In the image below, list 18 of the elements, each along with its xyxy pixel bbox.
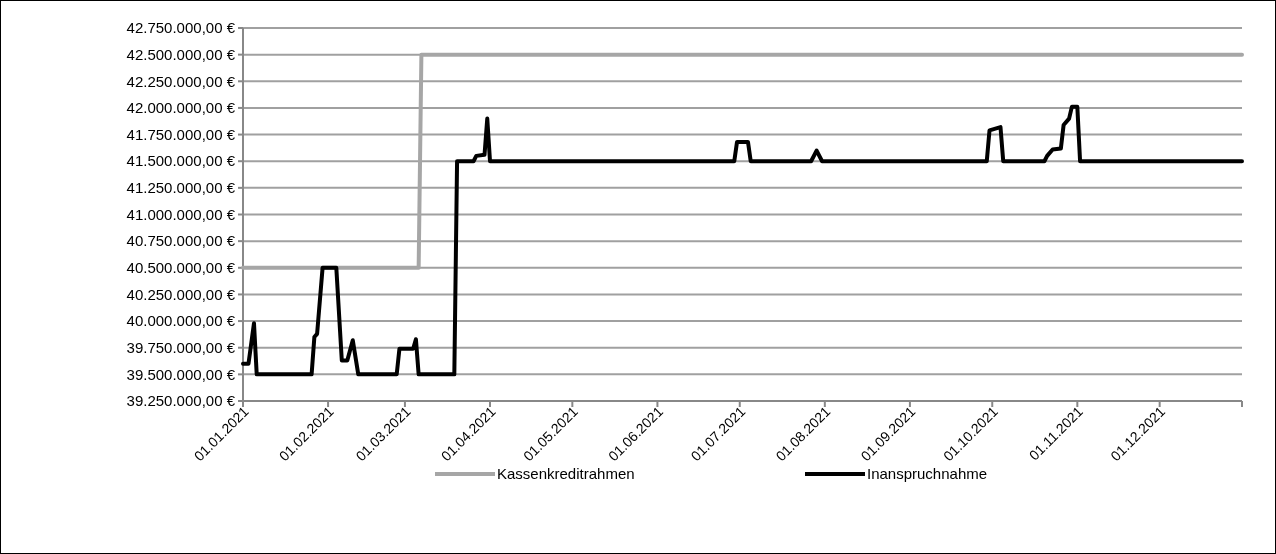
y-tick-label: 41.500.000,00 €: [126, 152, 236, 170]
y-tick-label: 40.500.000,00 €: [126, 259, 236, 277]
y-tick-label: 39.750.000,00 €: [126, 338, 236, 356]
y-tick-label: 40.250.000,00 €: [126, 285, 236, 303]
y-tick-label: 42.250.000,00 €: [126, 72, 236, 90]
legend-label: Kassenkreditrahmen: [497, 465, 635, 483]
y-tick-label: 42.000.000,00 €: [126, 99, 236, 117]
y-tick-label: 40.750.000,00 €: [126, 232, 236, 250]
line-series: [241, 104, 1244, 377]
y-tick-label: 41.000.000,00 €: [126, 205, 236, 223]
y-tick-label: 42.750.000,00 €: [126, 19, 236, 37]
y-tick-label: 41.750.000,00 €: [126, 125, 236, 143]
y-tick-label: 39.500.000,00 €: [126, 365, 236, 383]
y-tick-label: 40.000.000,00 €: [126, 312, 236, 330]
y-tick-label: 41.250.000,00 €: [126, 179, 236, 197]
legend-label: Inanspruchnahme: [867, 465, 988, 483]
y-tick-label: 42.500.000,00 €: [126, 45, 236, 63]
y-tick-label: 39.250.000,00 €: [126, 392, 236, 410]
